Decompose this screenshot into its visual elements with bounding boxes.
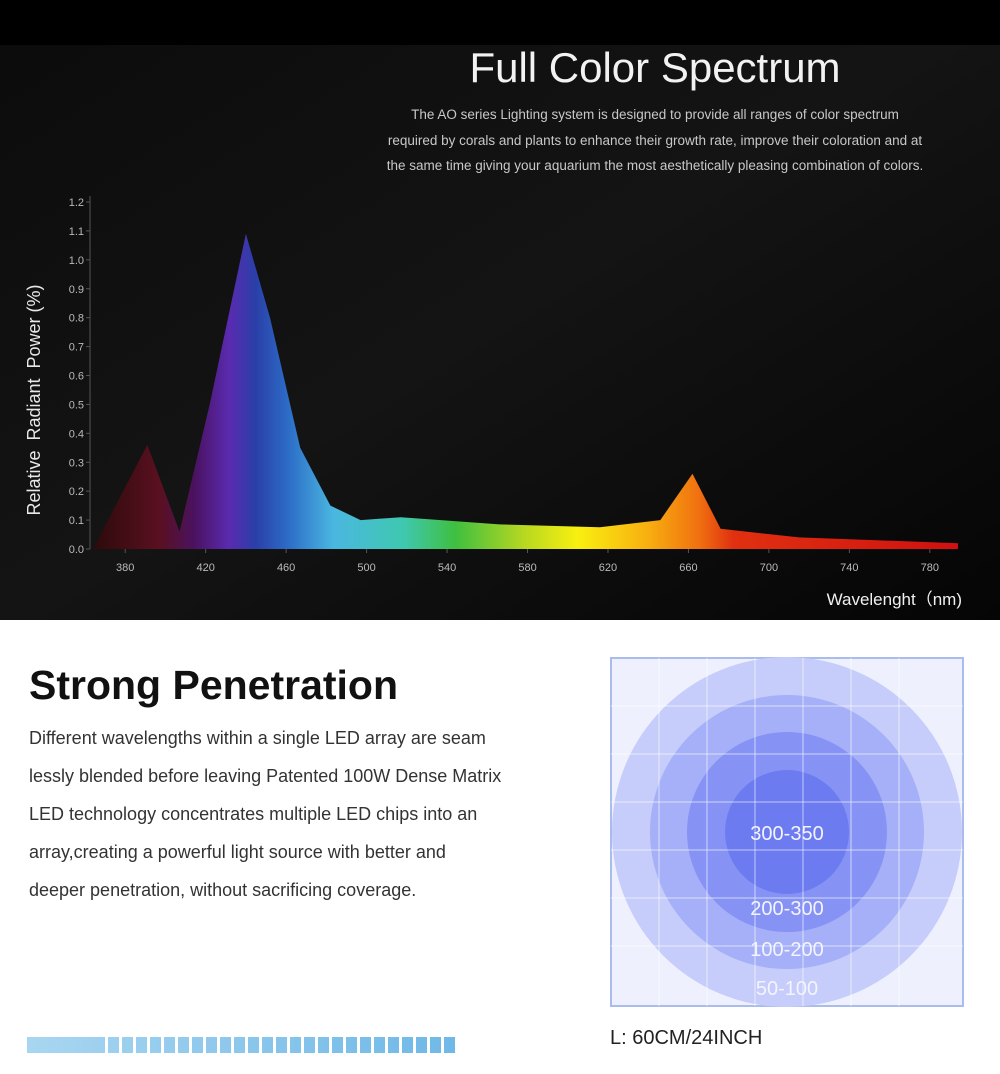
stripe: [119, 1037, 122, 1053]
penetration-diagram: 300-350 200-300 100-200 50-100: [610, 657, 964, 1007]
x-tick-label: 620: [599, 562, 617, 574]
x-tick-label: 740: [840, 562, 858, 574]
description-line: the same time giving your aquarium the m…: [387, 158, 924, 173]
x-tick-label: 380: [116, 562, 134, 574]
y-tick-label: 1.1: [69, 226, 84, 238]
x-axis-label: Wavelenght（nm): [827, 590, 962, 609]
description-line: required by corals and plants to enhance…: [388, 133, 923, 148]
decor-bar: [27, 1037, 457, 1053]
description-line: The AO series Lighting system is designe…: [411, 107, 899, 122]
penetration-title: Strong Penetration: [29, 662, 398, 708]
stripe: [371, 1037, 374, 1053]
y-tick-label: 0.2: [69, 486, 84, 498]
stripe: [343, 1037, 346, 1053]
stripe: [133, 1037, 136, 1053]
decor-stripes: [105, 1037, 458, 1053]
section-title: Full Color Spectrum: [469, 44, 840, 91]
x-tick-label: 460: [277, 562, 295, 574]
penetration-text: lessly blended before leaving Patented 1…: [29, 766, 501, 786]
stripe: [329, 1037, 332, 1053]
x-tick-label: 700: [760, 562, 778, 574]
top-band: [0, 0, 1000, 45]
stripe: [231, 1037, 234, 1053]
y-tick-label: 1.2: [69, 197, 84, 209]
stripe: [413, 1037, 416, 1053]
penetration-text: Different wavelengths within a single LE…: [29, 728, 486, 748]
zone-circle: [725, 770, 849, 894]
y-tick-label: 0.1: [69, 515, 84, 527]
length-label: L: 60CM/24INCH: [610, 1027, 762, 1049]
zone-label: 100-200: [750, 939, 823, 961]
x-tick-label: 780: [921, 562, 939, 574]
x-tick-label: 500: [357, 562, 375, 574]
zone-label: 50-100: [756, 978, 818, 1000]
x-tick-label: 540: [438, 562, 456, 574]
zone-label: 300-350: [750, 823, 823, 845]
y-tick-label: 0.4: [69, 428, 84, 440]
stripe: [105, 1037, 108, 1053]
y-axis-label: Relative Radiant Power (%): [24, 284, 44, 515]
y-tick-label: 0.3: [69, 457, 84, 469]
stripe: [259, 1037, 262, 1053]
zone-label: 200-300: [750, 898, 823, 920]
stripe: [189, 1037, 192, 1053]
stripe: [455, 1037, 458, 1053]
y-tick-label: 0.8: [69, 313, 84, 325]
penetration-text: array,creating a powerful light source w…: [29, 842, 446, 862]
y-tick-label: 0.0: [69, 544, 84, 556]
stripe: [161, 1037, 164, 1053]
stripe: [315, 1037, 318, 1053]
x-tick-label: 420: [196, 562, 214, 574]
stripe: [175, 1037, 178, 1053]
plot: 0.0 0.1 0.2 0.3 0.4 0.5 0.6 0.7 0.8 0.9 1.0 1.1 1.2 3…: [69, 197, 958, 574]
stripe: [399, 1037, 402, 1053]
penetration-text: LED technology concentrates multiple LED…: [29, 804, 477, 824]
penetration-text: deeper penetration, without sacrificing …: [29, 880, 416, 900]
x-tick-label: 660: [679, 562, 697, 574]
stripe: [147, 1037, 150, 1053]
diagram-grid: [611, 658, 963, 1006]
x-tick-label: 580: [518, 562, 536, 574]
stripe: [245, 1037, 248, 1053]
stripe: [441, 1037, 444, 1053]
y-tick-label: 1.0: [69, 255, 84, 267]
stripe: [217, 1037, 220, 1053]
stripe: [273, 1037, 276, 1053]
stripe: [357, 1037, 360, 1053]
stripe: [385, 1037, 388, 1053]
y-tick-label: 0.9: [69, 284, 84, 296]
y-tick-label: 0.6: [69, 371, 84, 383]
y-tick-label: 0.7: [69, 342, 84, 354]
stripe: [301, 1037, 304, 1053]
spectrum-area: [93, 233, 958, 550]
stripe: [287, 1037, 290, 1053]
stripe: [203, 1037, 206, 1053]
stripe: [427, 1037, 430, 1053]
y-tick-label: 0.5: [69, 399, 84, 411]
